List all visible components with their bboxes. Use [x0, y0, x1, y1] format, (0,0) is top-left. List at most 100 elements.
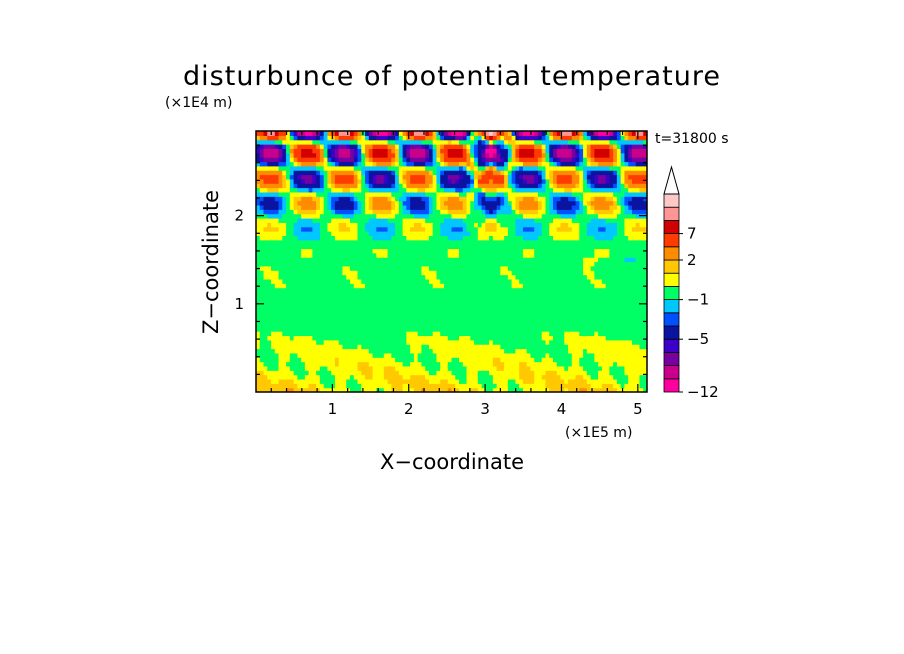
heatmap-cell [447, 348, 453, 354]
heatmap-cell [410, 209, 415, 215]
heatmap-cell [459, 287, 464, 293]
heatmap-cell [304, 374, 310, 380]
heatmap-cell [477, 187, 483, 193]
heatmap-cell [436, 135, 441, 141]
heatmap-cell [455, 278, 460, 284]
heatmap-cell [413, 191, 419, 197]
heatmap-cell [376, 152, 381, 158]
heatmap-cell [553, 131, 558, 136]
heatmap-cell [421, 287, 426, 293]
heatmap-cell [492, 191, 498, 197]
heatmap-cell [301, 291, 306, 297]
heatmap-cell [432, 226, 438, 232]
heatmap-cell [402, 361, 407, 367]
heatmap-cell [316, 187, 321, 193]
heatmap-cell [297, 313, 302, 319]
heatmap-cell [282, 374, 287, 380]
heatmap-cell [537, 226, 543, 232]
heatmap-cell [428, 326, 434, 332]
heatmap-cell [278, 183, 283, 189]
heatmap-cell [289, 322, 295, 328]
heatmap-cell [519, 183, 524, 189]
heatmap-cell [256, 374, 261, 380]
heatmap-cell [541, 318, 547, 323]
heatmap-cell [271, 352, 276, 358]
heatmap-cell [376, 265, 381, 271]
heatmap-cell [316, 378, 321, 384]
heatmap-cell [417, 226, 423, 232]
heatmap-cell [357, 322, 362, 328]
heatmap-cell [447, 213, 453, 219]
heatmap-cell [297, 305, 302, 310]
heatmap-cell [387, 170, 392, 176]
heatmap-cell [286, 235, 291, 241]
heatmap-cell [541, 187, 547, 193]
heatmap-cell [432, 291, 438, 297]
heatmap-cell [323, 218, 329, 223]
heatmap-cell [451, 322, 456, 328]
heatmap-cell [462, 257, 468, 263]
heatmap-cell [553, 257, 558, 263]
heatmap-cell [293, 370, 298, 376]
heatmap-cell [316, 252, 321, 258]
heatmap-cell [342, 300, 347, 306]
heatmap-cell [406, 157, 411, 163]
heatmap-cell [334, 335, 340, 341]
heatmap-cell [474, 322, 479, 328]
heatmap-cell [492, 239, 498, 245]
heatmap-cell [466, 204, 471, 210]
heatmap-cell [474, 383, 479, 389]
heatmap-cell [504, 191, 509, 197]
heatmap-cell [425, 361, 430, 367]
heatmap-cell [417, 261, 423, 267]
heatmap-cell [301, 270, 306, 276]
heatmap-cell [361, 309, 366, 315]
heatmap-cell [271, 270, 276, 276]
heatmap-field [256, 131, 647, 392]
heatmap-cell [342, 218, 347, 223]
heatmap-cell [282, 191, 287, 197]
heatmap-cell [319, 178, 325, 184]
heatmap-cell [485, 178, 490, 184]
heatmap-cell [436, 326, 441, 332]
heatmap-cell [481, 135, 486, 141]
heatmap-cell [297, 296, 302, 302]
heatmap-cell [331, 257, 336, 263]
heatmap-cell [477, 191, 483, 197]
heatmap-cell [545, 131, 550, 136]
heatmap-cell [387, 148, 392, 154]
heatmap-cell [256, 305, 261, 310]
heatmap-cell [474, 313, 479, 319]
heatmap-cell [301, 144, 306, 149]
heatmap-cell [481, 283, 486, 289]
heatmap-cell [380, 305, 385, 310]
heatmap-cell [312, 144, 317, 149]
heatmap-cell [316, 305, 321, 310]
heatmap-cell [474, 226, 479, 232]
heatmap-cell [301, 200, 306, 206]
heatmap-cell [402, 135, 407, 141]
heatmap-cell [319, 300, 325, 306]
heatmap-cell [549, 165, 554, 171]
heatmap-cell [376, 204, 381, 210]
heatmap-cell [417, 200, 423, 206]
heatmap-cell [489, 261, 494, 267]
heatmap-cell [462, 300, 468, 306]
heatmap-cell [406, 196, 411, 202]
heatmap-cell [312, 235, 317, 241]
heatmap-cell [376, 196, 381, 202]
heatmap-cell [477, 361, 483, 367]
heatmap-cell [368, 370, 374, 376]
heatmap-cell [323, 226, 329, 232]
heatmap-cell [564, 226, 569, 232]
heatmap-cell [477, 170, 483, 176]
heatmap-cell [406, 218, 411, 223]
heatmap-cell [485, 387, 490, 392]
heatmap-cell [500, 331, 505, 337]
heatmap-cell [398, 387, 404, 392]
heatmap-cell [534, 344, 539, 350]
heatmap-cell [428, 152, 434, 158]
heatmap-cell [466, 378, 471, 384]
heatmap-cell [511, 318, 517, 323]
heatmap-cell [308, 148, 313, 154]
